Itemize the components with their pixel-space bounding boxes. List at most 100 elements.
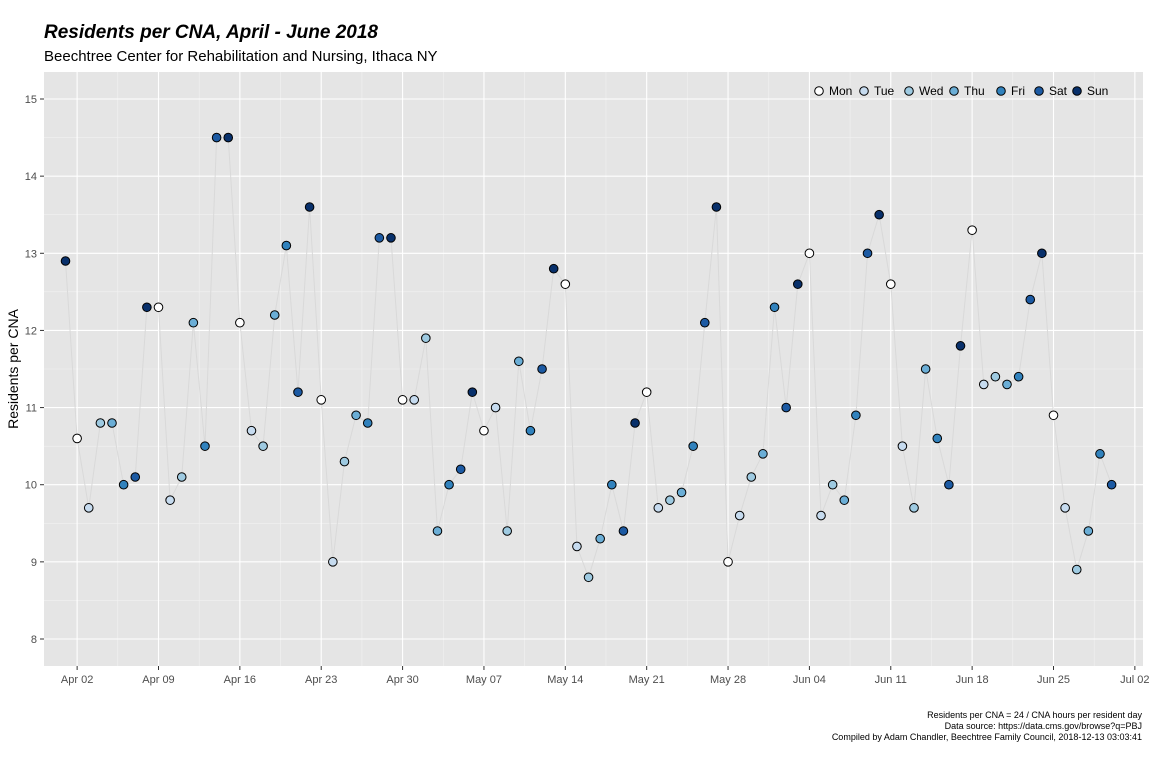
chart-title: Residents per CNA, April - June 2018 bbox=[44, 22, 379, 43]
data-point bbox=[467, 387, 478, 397]
y-tick-label: 13 bbox=[25, 248, 37, 260]
legend-label: Tue bbox=[874, 84, 895, 98]
x-axis: Apr 02 Apr 09 Apr 16 Apr 23 Apr 30 May 07 May … bbox=[61, 666, 1150, 686]
x-tick-label: Jun 11 bbox=[875, 674, 907, 686]
x-tick-label: Jul 02 bbox=[1120, 674, 1149, 686]
data-point bbox=[153, 302, 164, 313]
data-point bbox=[920, 364, 931, 374]
x-tick-label: Apr 09 bbox=[142, 674, 174, 686]
data-point bbox=[944, 479, 954, 490]
data-point bbox=[444, 479, 454, 490]
data-point bbox=[432, 526, 443, 536]
data-point bbox=[502, 526, 512, 536]
x-tick-label: Jun 25 bbox=[1037, 674, 1070, 686]
caption-line-1: Residents per CNA = 24 / CNA hours per r… bbox=[927, 710, 1142, 720]
y-axis-title: Residents per CNA bbox=[5, 308, 21, 428]
x-tick-label: Apr 30 bbox=[386, 674, 418, 686]
data-point bbox=[734, 510, 745, 521]
data-point bbox=[1083, 526, 1094, 536]
data-point bbox=[455, 464, 466, 475]
caption-line-2: Data source: https://data.cms.gov/browse… bbox=[944, 721, 1142, 731]
data-point bbox=[851, 410, 861, 421]
data-point bbox=[304, 202, 315, 212]
x-tick-label: May 14 bbox=[547, 674, 583, 686]
data-point bbox=[769, 302, 780, 313]
legend-swatch bbox=[1072, 86, 1082, 96]
data-point bbox=[653, 503, 664, 513]
legend-swatch bbox=[814, 86, 824, 96]
data-point bbox=[130, 472, 141, 482]
y-tick-label: 11 bbox=[26, 403, 37, 415]
data-point bbox=[583, 572, 594, 583]
legend-swatch bbox=[1034, 86, 1044, 96]
y-tick-label: 12 bbox=[25, 325, 37, 337]
data-point bbox=[351, 410, 361, 421]
y-tick-label: 10 bbox=[25, 480, 37, 492]
data-point bbox=[293, 387, 303, 397]
data-point bbox=[676, 487, 687, 498]
data-point bbox=[107, 418, 117, 428]
data-point bbox=[548, 263, 559, 274]
y-tick-label: 14 bbox=[25, 171, 37, 183]
data-point bbox=[874, 209, 884, 220]
data-point bbox=[758, 449, 768, 459]
data-point bbox=[188, 317, 199, 328]
data-point bbox=[211, 132, 222, 143]
data-point bbox=[909, 503, 919, 513]
data-point bbox=[409, 395, 420, 405]
data-point bbox=[1095, 449, 1105, 459]
legend-label: Sun bbox=[1087, 84, 1108, 98]
legend-label: Sat bbox=[1049, 84, 1068, 98]
data-point bbox=[804, 248, 815, 259]
x-tick-label: Jun 04 bbox=[793, 674, 826, 686]
data-point bbox=[688, 441, 698, 451]
y-axis: 8 9 10 11 12 13 14 15 bbox=[25, 94, 44, 646]
data-point bbox=[269, 310, 280, 320]
data-point bbox=[490, 402, 501, 413]
data-point bbox=[792, 279, 803, 289]
caption: Residents per CNA = 24 / CNA hours per r… bbox=[832, 710, 1142, 743]
data-point bbox=[723, 557, 733, 567]
data-point bbox=[525, 425, 536, 436]
legend-label: Fri bbox=[1011, 84, 1025, 98]
data-point bbox=[397, 395, 408, 405]
data-point bbox=[537, 364, 547, 374]
legend-swatch bbox=[904, 86, 914, 96]
data-point bbox=[362, 418, 373, 428]
data-point bbox=[258, 441, 268, 451]
data-point bbox=[607, 479, 617, 490]
legend: Mon Tue Wed Thu Fri Sat Sun bbox=[814, 84, 1108, 98]
data-point bbox=[699, 317, 710, 328]
data-point bbox=[595, 533, 605, 544]
data-point bbox=[746, 472, 757, 482]
point-layer bbox=[60, 132, 1117, 583]
data-point bbox=[978, 379, 989, 390]
data-point bbox=[560, 279, 571, 289]
data-point bbox=[885, 279, 896, 289]
legend-swatch bbox=[996, 86, 1006, 96]
data-point bbox=[630, 418, 640, 428]
data-point bbox=[281, 240, 292, 251]
data-point bbox=[60, 256, 71, 266]
legend-label: Mon bbox=[829, 84, 852, 98]
data-point bbox=[618, 526, 629, 536]
data-point bbox=[374, 233, 385, 243]
data-point bbox=[246, 425, 257, 436]
data-point bbox=[339, 456, 350, 467]
chart-subtitle: Beechtree Center for Rehabilitation and … bbox=[44, 48, 438, 65]
data-point bbox=[200, 441, 210, 451]
data-point bbox=[897, 441, 908, 451]
data-point bbox=[1013, 371, 1024, 382]
x-tick-label: May 21 bbox=[629, 674, 665, 686]
data-point bbox=[165, 495, 175, 505]
data-point bbox=[118, 479, 129, 490]
data-point bbox=[665, 495, 675, 505]
data-point bbox=[142, 302, 152, 313]
data-point bbox=[72, 433, 82, 444]
data-point bbox=[1060, 503, 1070, 513]
legend-swatch bbox=[859, 86, 869, 96]
data-point bbox=[421, 333, 431, 343]
y-tick-label: 8 bbox=[31, 634, 37, 646]
data-point bbox=[1037, 248, 1047, 259]
